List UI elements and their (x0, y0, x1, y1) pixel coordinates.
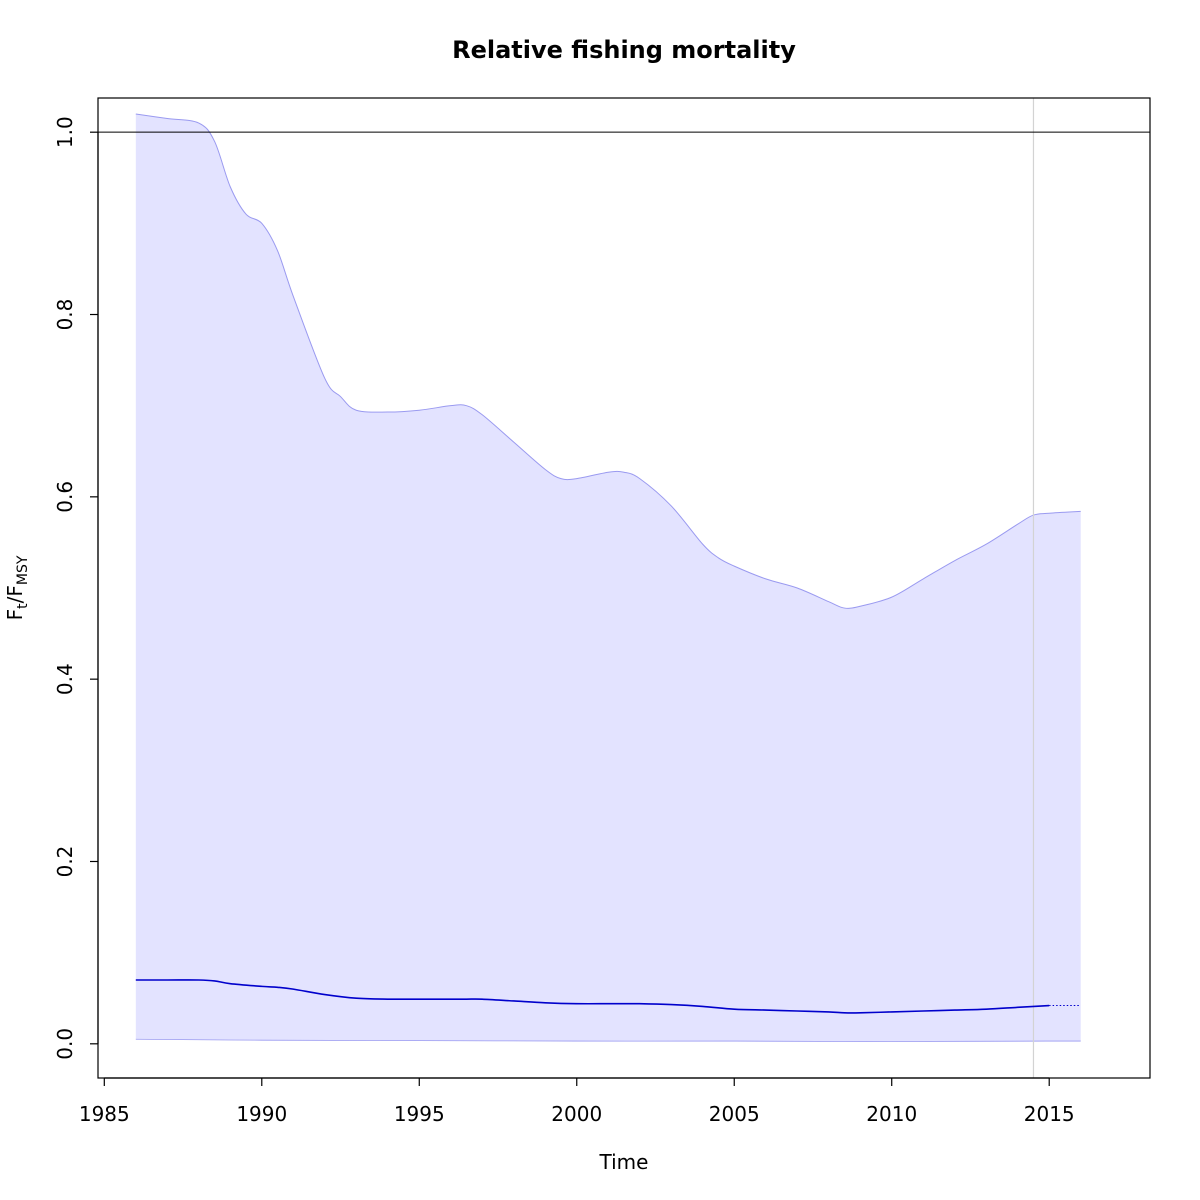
y-tick-label: 1.0 (53, 116, 77, 148)
y-tick-label: 0.4 (53, 663, 77, 695)
x-tick-label: 2010 (866, 1102, 917, 1126)
y-axis: 0.0 0.2 0.4 0.6 0.8 1.0 (53, 116, 99, 1060)
x-tick-label: 1985 (79, 1102, 130, 1126)
y-axis-label: Ft/FMSY (3, 555, 31, 620)
x-tick-label: 1995 (394, 1102, 445, 1126)
confidence-band (135, 113, 1081, 1042)
x-axis-label: Time (599, 1150, 649, 1174)
y-tick-label: 0.0 (53, 1028, 77, 1060)
y-tick-label: 0.8 (53, 299, 77, 331)
lower-ci-edge (135, 1038, 1081, 1042)
x-tick-label: 2015 (1024, 1102, 1075, 1126)
x-tick-label: 2005 (709, 1102, 760, 1126)
plot-area (98, 98, 1150, 1078)
y-tick-label: 0.6 (53, 481, 77, 513)
chart-title: Relative fishing mortality (452, 36, 796, 64)
estimate-line (135, 979, 1050, 1014)
x-axis: 1985 1990 1995 2000 2005 2010 2015 (79, 1077, 1075, 1126)
x-tick-label: 2000 (551, 1102, 602, 1126)
x-tick-label: 1990 (236, 1102, 287, 1126)
upper-ci-edge (135, 113, 1081, 609)
y-tick-label: 0.2 (53, 846, 77, 878)
